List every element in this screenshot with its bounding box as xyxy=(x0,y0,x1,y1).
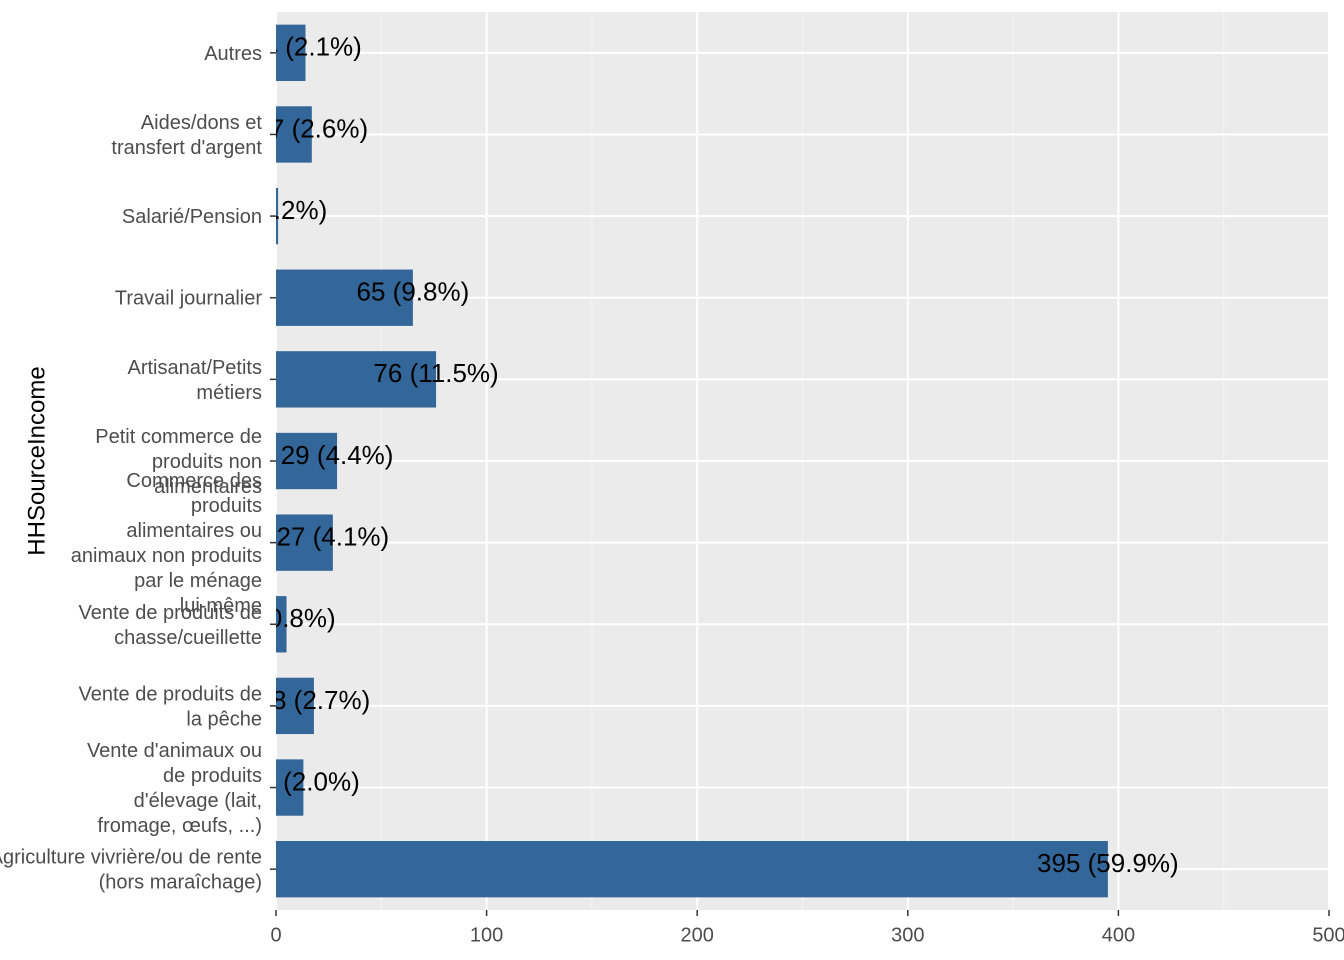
y-tick-label: Commerce des produits alimentaires ou anima… xyxy=(71,470,262,617)
bar xyxy=(276,187,279,245)
y-tick-label: Artisanat/Petits métiers xyxy=(127,357,262,404)
y-tick-label: Vente de produits de la pêche xyxy=(79,683,262,730)
bar xyxy=(276,351,437,408)
y-tick-label: Travail journalier xyxy=(115,288,262,310)
value-label: 65 (9.8%) xyxy=(357,277,470,307)
x-tick-label: 200 xyxy=(681,924,714,946)
bar xyxy=(276,596,287,653)
value-label: 5 (0.8%) xyxy=(237,603,335,633)
value-label: 13 (2.0%) xyxy=(247,766,360,796)
value-label: 14 (2.1%) xyxy=(249,32,362,62)
value-label: 29 (4.4%) xyxy=(281,440,394,470)
y-tick-label: Salarié/Pension xyxy=(122,206,262,228)
x-tick-label: 0 xyxy=(270,924,281,946)
y-tick-label: Autres xyxy=(204,43,262,65)
value-label: 17 (2.6%) xyxy=(255,113,368,143)
value-label: 18 (2.7%) xyxy=(258,685,371,715)
bar xyxy=(276,677,314,735)
value-label: 1 (0.2%) xyxy=(229,195,327,225)
x-tick-label: 500 xyxy=(1312,924,1344,946)
bar xyxy=(276,24,306,81)
bar xyxy=(276,514,333,571)
value-label: 27 (4.1%) xyxy=(276,522,389,552)
bar xyxy=(276,269,413,326)
y-tick-label: Aides/dons et transfert d'argent xyxy=(111,112,262,159)
value-label: 395 (59.9%) xyxy=(1037,848,1179,878)
y-tick-label: Agriculture vivrière/ou de rente (hors ma… xyxy=(0,847,262,894)
y-axis-title: HHSourceIncome xyxy=(23,366,50,555)
y-tick-label: Vente de produits de chasse/cueillette xyxy=(79,602,262,649)
x-tick-label: 100 xyxy=(470,924,503,946)
x-tick-label: 300 xyxy=(891,924,924,946)
bar xyxy=(276,841,1108,898)
y-tick-label: Vente d'animaux ou de produits d'élevage (… xyxy=(87,740,262,837)
y-tick-label: Petit commerce de produits non alimentaire… xyxy=(95,426,262,498)
bar xyxy=(276,759,304,816)
bar xyxy=(276,106,312,163)
bar xyxy=(276,432,338,490)
x-tick-label: 400 xyxy=(1102,924,1135,946)
value-label: 76 (11.5%) xyxy=(373,358,498,388)
